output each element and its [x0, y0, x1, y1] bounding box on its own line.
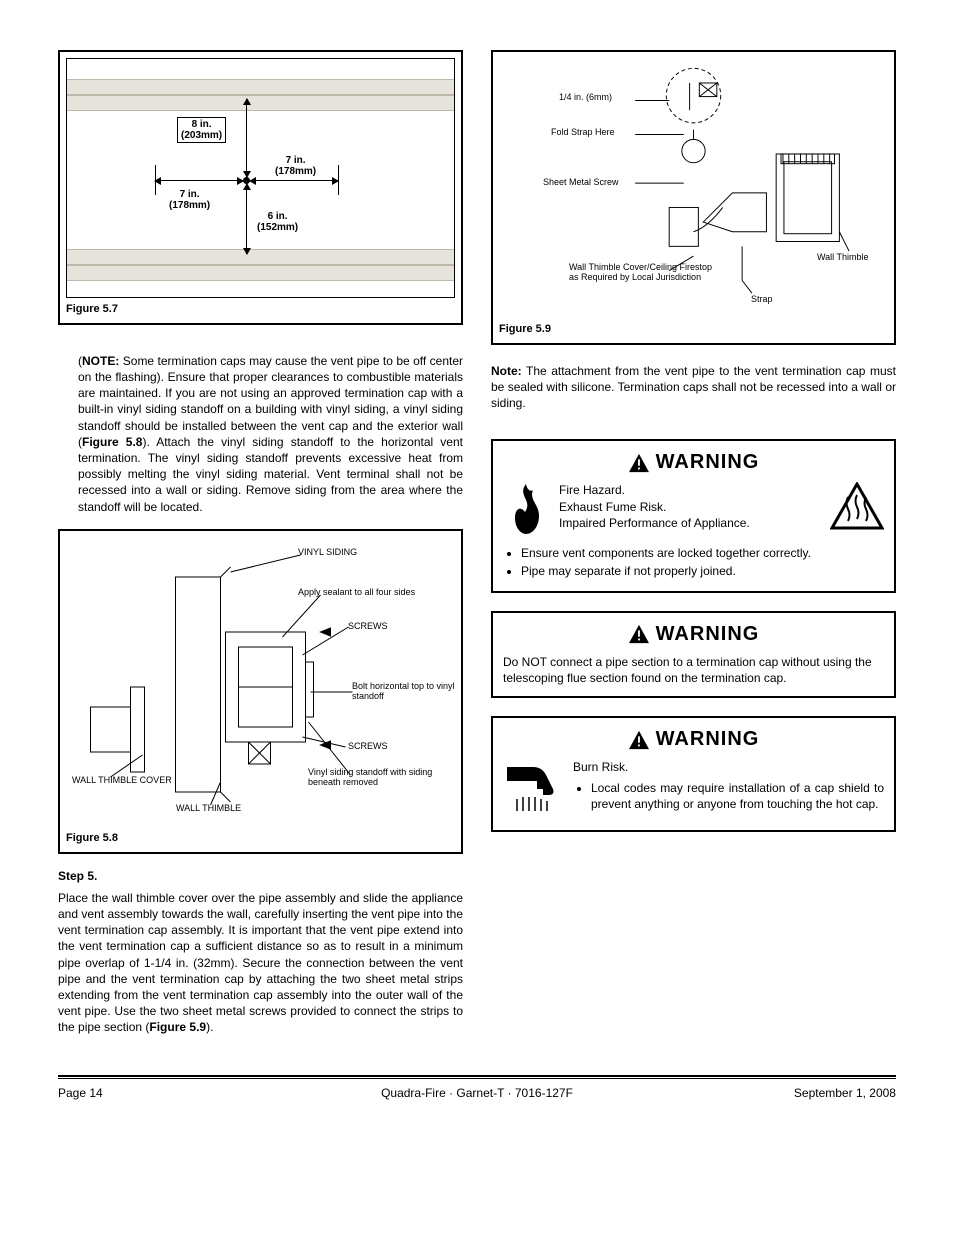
figure-5-7-diagram: 8 in. (203mm) 7 in. (178mm) 7 in. (178mm… — [66, 58, 455, 298]
hot-surface-icon — [830, 482, 884, 534]
figure-5-7: 8 in. (203mm) 7 in. (178mm) 7 in. (178mm… — [58, 50, 463, 325]
page-footer: Page 14 Quadra-Fire · Garnet-T · 7016-12… — [58, 1075, 896, 1101]
figure-5-9-label: Figure 5.9 — [499, 322, 888, 337]
callout-screw: Sheet Metal Screw — [543, 177, 619, 187]
figure-5-9-diagram: 1/4 in. (6mm) Fold Strap Here Sheet Meta… — [499, 58, 888, 318]
warning-3-text: Burn Risk. Local codes may require insta… — [573, 759, 884, 812]
note-paragraph: (NOTE: Some termination caps may cause t… — [78, 353, 463, 515]
callout-bolt: Bolt horizontal top to vinyl standoff — [352, 681, 462, 702]
fire-icon — [503, 482, 549, 540]
footer-left: Page 14 — [58, 1085, 337, 1101]
warning-title-2: WARNING — [503, 621, 884, 648]
warning-box-2: WARNING Do NOT connect a pipe section to… — [491, 611, 896, 698]
warning-triangle-icon — [628, 453, 650, 473]
warning-2-text: Do NOT connect a pipe section to a termi… — [503, 654, 884, 686]
warning-1-text: Fire Hazard. Exhaust Fume Risk. Impaired… — [559, 482, 820, 531]
dim-left-mm: (178mm) — [169, 200, 210, 211]
callout-sealant: Apply sealant to all four sides — [298, 587, 448, 597]
dim-right-value: 7 in. — [286, 155, 306, 166]
callout-standoff: Vinyl siding standoff with siding beneat… — [308, 767, 458, 788]
warning-triangle-icon — [628, 730, 650, 750]
callout-fold: Fold Strap Here — [551, 127, 615, 137]
figure-5-9: 1/4 in. (6mm) Fold Strap Here Sheet Meta… — [491, 50, 896, 345]
step-5-body: Place the wall thimble cover over the pi… — [58, 890, 463, 1036]
figure-5-8: VINYL SIDING Apply sealant to all four s… — [58, 529, 463, 854]
dim-top-value: 8 in. — [192, 119, 212, 130]
dim-top-mm: (203mm) — [181, 130, 222, 141]
warning-triangle-icon — [628, 624, 650, 644]
dim-left-value: 7 in. — [180, 189, 200, 200]
step-5-head: Step 5. — [58, 868, 463, 884]
dim-bottom-mm: (152mm) — [257, 222, 298, 233]
footer-right: September 1, 2008 — [617, 1085, 896, 1101]
footer-center: Quadra-Fire · Garnet-T · 7016-127F — [337, 1085, 616, 1101]
callout-wall-thimble: WALL THIMBLE — [176, 803, 241, 813]
dim-right-mm: (178mm) — [275, 166, 316, 177]
warning-box-3: WARNING Burn Risk. L — [491, 716, 896, 831]
callout-strap: Strap — [751, 294, 773, 304]
right-note: Note: The attachment from the vent pipe … — [491, 363, 896, 412]
callout-vinyl-siding: VINYL SIDING — [298, 547, 357, 557]
warning-box-1: WARNING Fire Hazard. Exhaust Fume Risk. … — [491, 439, 896, 593]
callout-wall-thimble-59: Wall Thimble — [817, 252, 869, 262]
burn-hand-icon — [503, 759, 563, 819]
figure-5-8-diagram: VINYL SIDING Apply sealant to all four s… — [66, 537, 455, 827]
callout-cover: Wall Thimble Cover/Ceiling Firestop as R… — [569, 262, 719, 283]
warning-title-1: WARNING — [503, 449, 884, 476]
callout-quarter: 1/4 in. (6mm) — [559, 92, 612, 102]
figure-5-8-label: Figure 5.8 — [66, 831, 455, 846]
callout-screws-top: SCREWS — [348, 621, 388, 631]
dim-bottom-value: 6 in. — [268, 211, 288, 222]
figure-5-7-label: Figure 5.7 — [66, 302, 455, 317]
callout-screws-bot: SCREWS — [348, 741, 388, 751]
callout-wall-thimble-cover: WALL THIMBLE COVER — [72, 775, 172, 785]
warning-title-3: WARNING — [503, 726, 884, 753]
warning-1-bullets: Ensure vent components are locked togeth… — [503, 545, 884, 579]
